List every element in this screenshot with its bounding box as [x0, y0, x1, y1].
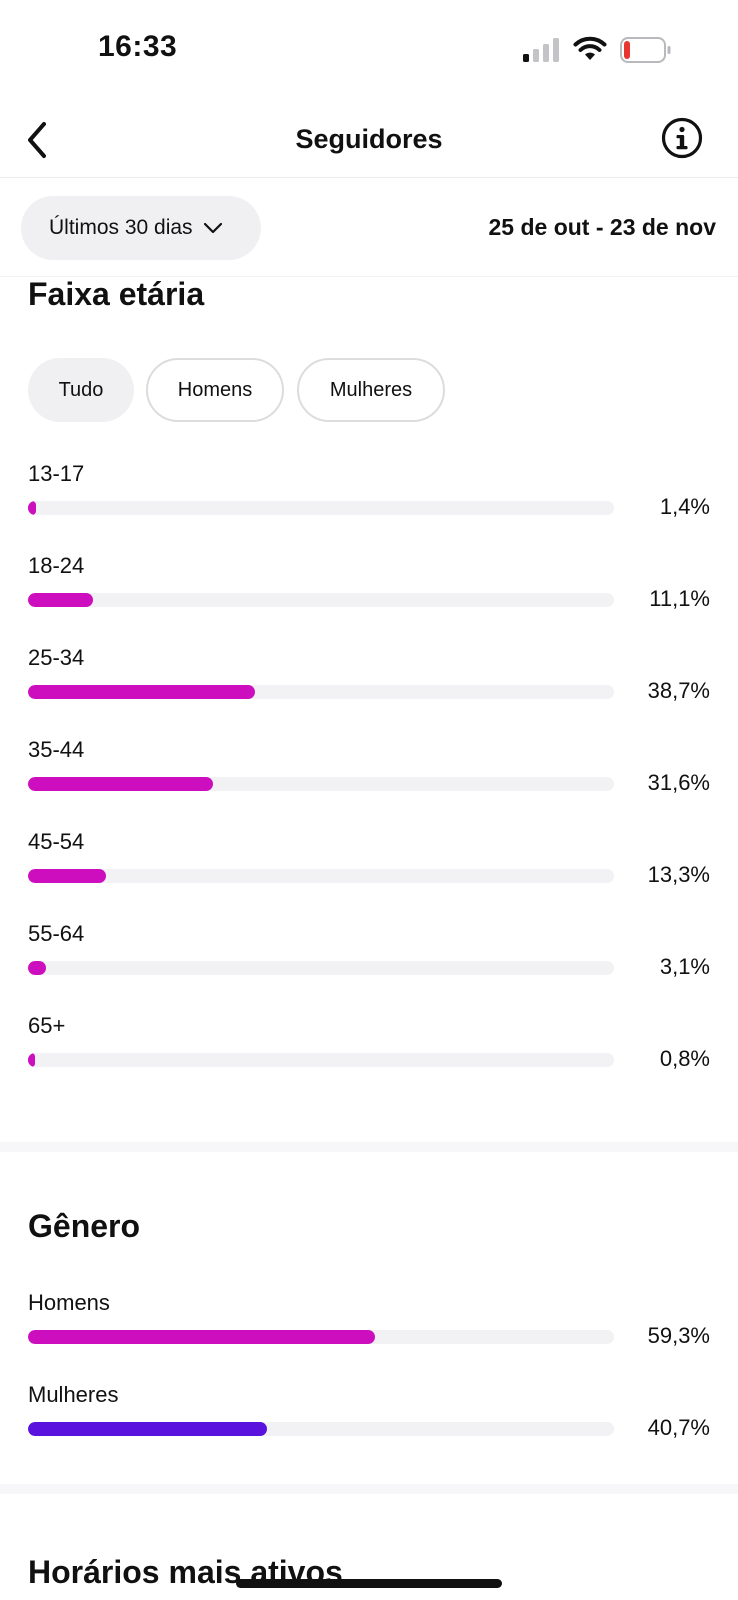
bar-value: 31,6%	[647, 770, 710, 795]
chevron-down-icon	[203, 222, 222, 234]
info-icon[interactable]	[660, 116, 704, 160]
bar-track	[28, 869, 614, 883]
section-divider	[0, 1484, 738, 1494]
chip-all[interactable]: Tudo	[28, 358, 134, 422]
bar-track	[28, 961, 614, 975]
bar-label: Mulheres	[28, 1382, 119, 1407]
bar-track	[28, 777, 614, 791]
age-section-title: Faixa etária	[28, 276, 205, 312]
filter-divider	[0, 276, 738, 277]
wifi-icon	[573, 36, 607, 60]
bar-value: 13,3%	[647, 862, 710, 887]
bar-label: 18-24	[28, 553, 85, 578]
bar-row: 18-24 11,1%	[28, 553, 710, 633]
bar-value: 0,8%	[659, 1046, 710, 1071]
bar-label: 45-54	[28, 829, 85, 854]
page-title: Seguidores	[295, 124, 443, 154]
bar-track	[28, 501, 614, 515]
period-dropdown[interactable]: Últimos 30 dias	[21, 196, 261, 260]
bar-fill	[28, 593, 94, 607]
bar-value: 11,1%	[649, 586, 710, 611]
bar-track	[28, 1422, 614, 1436]
header-divider	[0, 177, 738, 178]
bar-value: 1,4%	[659, 494, 710, 519]
bar-fill	[28, 501, 37, 515]
bar-fill	[28, 685, 255, 699]
bar-label: 35-44	[28, 737, 85, 762]
bar-fill	[28, 1330, 376, 1344]
home-indicator	[236, 1579, 502, 1588]
bar-label: 55-64	[28, 921, 85, 946]
bar-row: 55-64 3,1%	[28, 921, 710, 1001]
bar-label: 65+	[28, 1013, 66, 1038]
chip-women[interactable]: Mulheres	[297, 358, 445, 422]
bar-row: 25-34 38,7%	[28, 645, 710, 725]
battery-low-icon	[620, 37, 671, 63]
cellular-signal-icon	[523, 38, 559, 62]
bar-track	[28, 1053, 614, 1067]
bar-label: 13-17	[28, 461, 85, 486]
bar-value: 38,7%	[647, 678, 710, 703]
gender-section-title: Gênero	[28, 1208, 141, 1244]
chip-men[interactable]: Homens	[146, 358, 284, 422]
bar-row: 65+ 0,8%	[28, 1013, 710, 1093]
period-label: Últimos 30 dias	[49, 216, 193, 239]
bar-row: Mulheres 40,7%	[28, 1382, 710, 1462]
bar-fill	[28, 961, 47, 975]
back-button[interactable]	[18, 116, 58, 164]
bar-fill	[28, 1422, 267, 1436]
bar-label: 25-34	[28, 645, 85, 670]
date-range: 25 de out - 23 de nov	[488, 214, 717, 240]
bar-track	[28, 593, 614, 607]
bar-row: 35-44 31,6%	[28, 737, 710, 817]
bar-fill	[28, 869, 106, 883]
bar-value: 59,3%	[647, 1323, 710, 1348]
bar-fill	[28, 777, 214, 791]
bar-row: 45-54 13,3%	[28, 829, 710, 909]
bar-value: 40,7%	[647, 1415, 710, 1440]
bar-row: Homens 59,3%	[28, 1290, 710, 1370]
status-time: 16:33	[98, 30, 178, 63]
bar-row: 13-17 1,4%	[28, 461, 710, 541]
bar-value: 3,1%	[659, 954, 710, 979]
bar-label: Homens	[28, 1290, 110, 1315]
bar-track	[28, 1330, 614, 1344]
bar-fill	[28, 1053, 35, 1067]
bar-track	[28, 685, 614, 699]
section-divider	[0, 1142, 738, 1152]
